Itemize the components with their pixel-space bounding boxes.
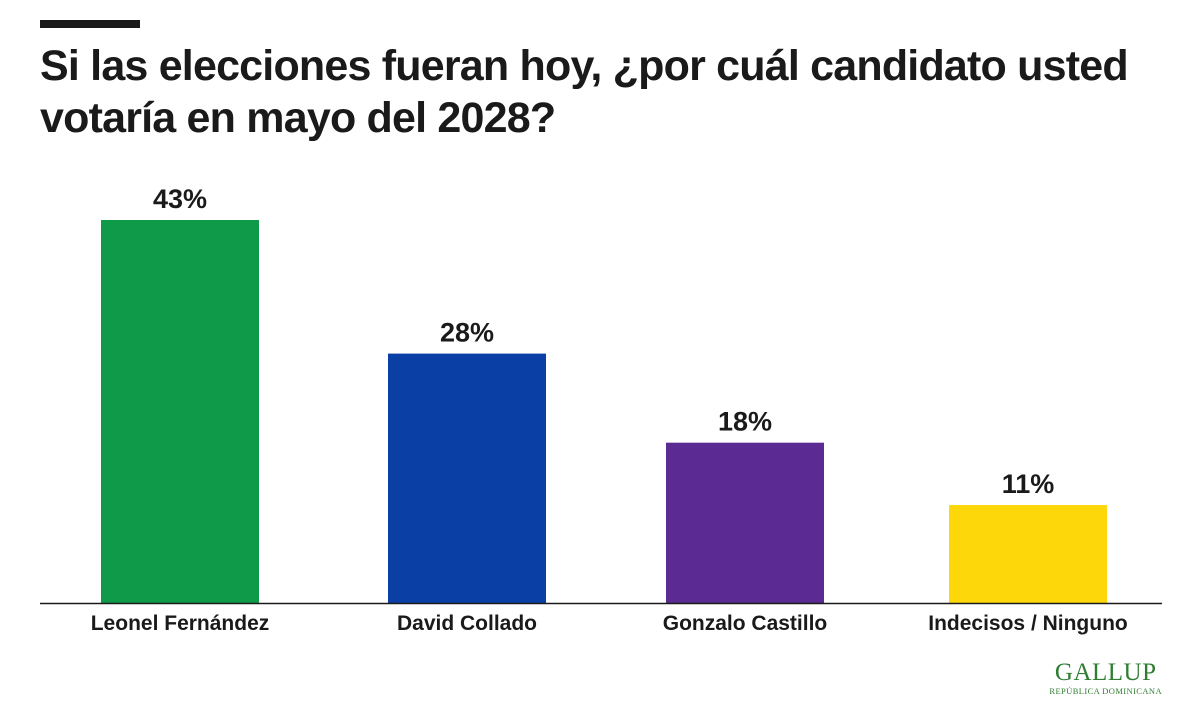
value-label-3: 18% [718,407,772,437]
chart-title: Si las elecciones fueran hoy, ¿por cuál … [40,42,1129,142]
category-label-4: Indecisos / Ninguno [928,612,1128,635]
bars-group [101,220,1107,603]
bar-2 [388,353,546,603]
gallup-logo: GALLUP REPÚBLICA DOMINICANA [1049,659,1162,697]
value-label-1: 43% [153,184,207,214]
title-accent-rule [40,20,140,28]
category-label-2: David Collado [397,612,537,635]
bar-3 [666,442,824,603]
bar-1 [101,220,259,603]
value-labels-group: 43% 28% 18% 11% [153,184,1054,499]
category-label-3: Gonzalo Castillo [663,612,828,635]
bar-4 [949,505,1107,603]
logo-name: GALLUP [1054,659,1157,686]
value-label-4: 11% [1002,469,1055,499]
logo-subtitle: REPÚBLICA DOMINICANA [1049,686,1162,696]
category-label-1: Leonel Fernández [91,612,270,635]
category-labels-group: Leonel Fernández David Collado Gonzalo Cas… [91,612,1128,635]
value-label-2: 28% [440,318,494,348]
